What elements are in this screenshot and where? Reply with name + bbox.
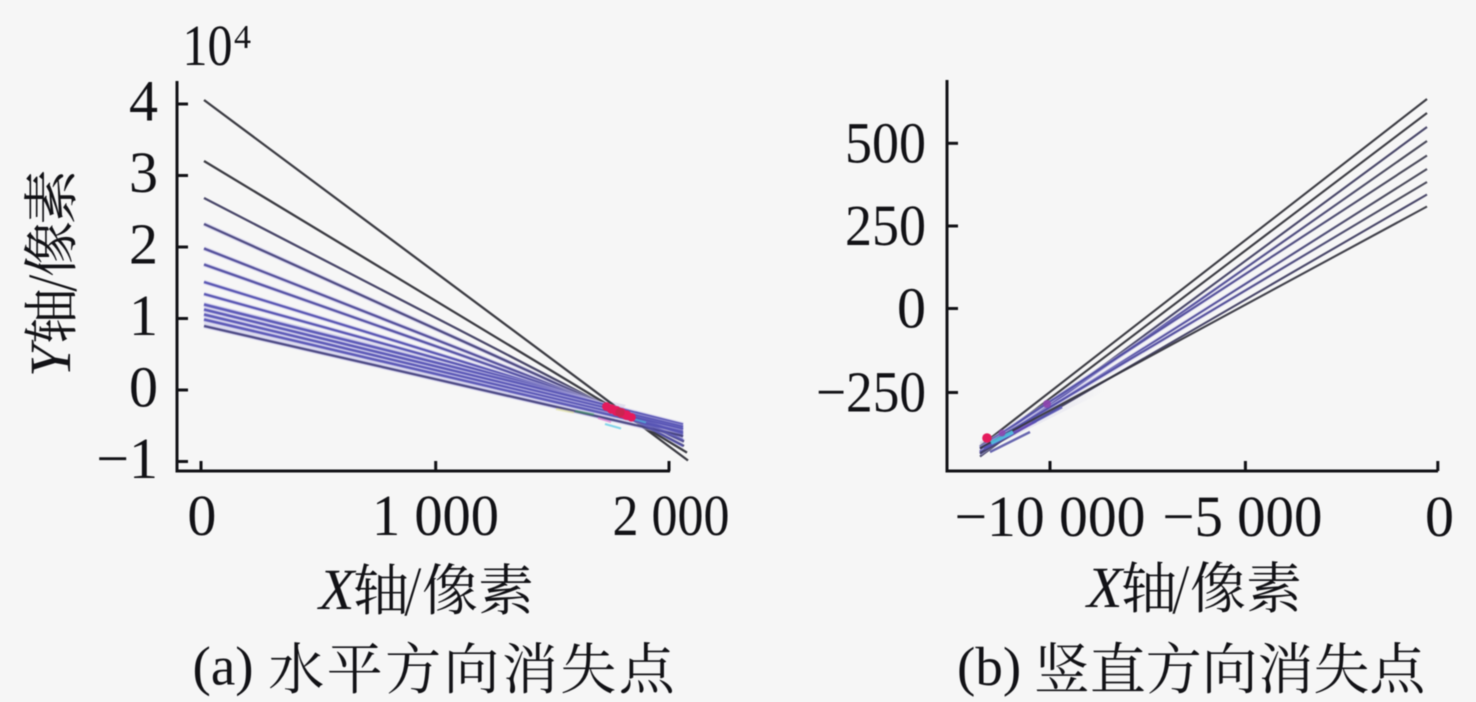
svg-text:0: 0 — [129, 355, 158, 420]
svg-text:250: 250 — [845, 193, 926, 258]
svg-text:3: 3 — [129, 140, 158, 205]
svg-text:−1: −1 — [96, 426, 158, 491]
svg-text:1: 1 — [129, 283, 158, 348]
svg-text:2: 2 — [129, 212, 158, 277]
svg-text:500: 500 — [845, 110, 926, 175]
svg-text:0: 0 — [187, 483, 216, 548]
svg-text:(b): (b) — [957, 636, 1021, 697]
svg-text:−250: −250 — [816, 360, 926, 425]
svg-text:−5 000: −5 000 — [1162, 484, 1322, 549]
svg-text:−10 000: −10 000 — [955, 484, 1146, 549]
svg-text:0: 0 — [1425, 484, 1454, 549]
svg-text:2 000: 2 000 — [613, 483, 730, 548]
svg-text:0: 0 — [897, 276, 926, 341]
svg-text:10: 10 — [183, 13, 233, 78]
svg-text:4: 4 — [129, 69, 158, 134]
svg-text:X: X — [1085, 555, 1125, 620]
svg-text:(a): (a) — [193, 636, 254, 697]
svg-text:Y: Y — [18, 339, 83, 377]
svg-text:1 000: 1 000 — [372, 483, 499, 548]
svg-text:4: 4 — [234, 19, 251, 56]
svg-text:X: X — [317, 557, 357, 622]
